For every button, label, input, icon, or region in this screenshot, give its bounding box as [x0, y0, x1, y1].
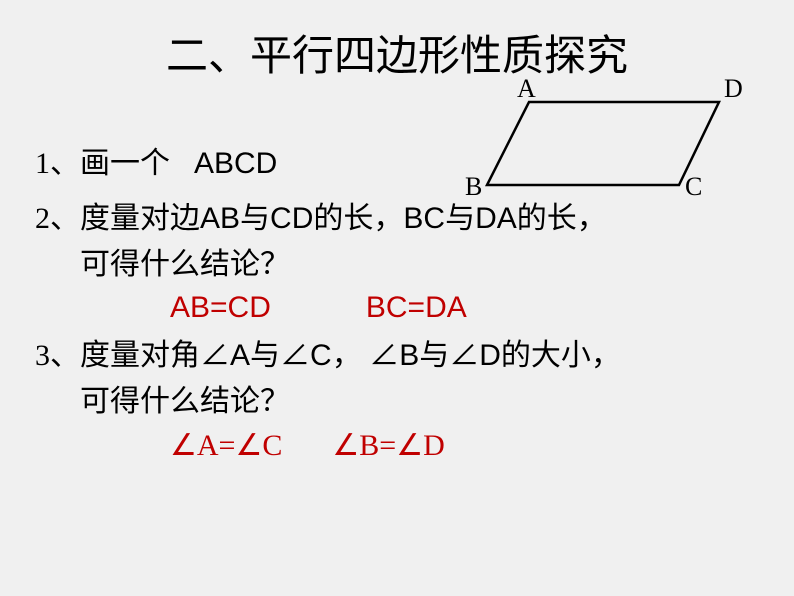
- item-3-line1: 3、度量对角∠A与∠C， ∠B与∠D的大小，: [35, 333, 759, 380]
- vertex-label-d: D: [724, 74, 743, 104]
- t2d: CD: [270, 202, 313, 235]
- t3e: ， ∠: [332, 339, 400, 372]
- vertex-label-a: A: [517, 74, 536, 104]
- t2e: 的长，: [313, 202, 403, 235]
- page-title: 二、平行四边形性质探究: [0, 0, 794, 83]
- t3f: B: [399, 339, 419, 372]
- t3g: 与∠: [419, 339, 479, 372]
- item-2-line2: 可得什么结论？: [80, 242, 759, 289]
- parallelogram-svg: [459, 80, 749, 220]
- item-1-abcd: ABCD: [194, 147, 277, 180]
- t3b: A: [230, 339, 250, 372]
- r2a: ∠A=∠C: [170, 429, 282, 462]
- t2a: 2、度量对边: [35, 202, 200, 235]
- t2c: 与: [240, 202, 270, 235]
- r1a: AB=CD: [170, 291, 271, 324]
- item-1-text: 1、画一个: [35, 147, 170, 180]
- t3h: D: [479, 339, 501, 372]
- t2b: AB: [200, 202, 240, 235]
- t3a: 3、度量对角∠: [35, 339, 230, 372]
- item-3-line2: 可得什么结论？: [80, 379, 759, 426]
- t3d: C: [310, 339, 332, 372]
- t3c: 与∠: [250, 339, 310, 372]
- parallelogram-diagram: A D B C: [459, 80, 749, 220]
- result-2: ∠A=∠C ∠B=∠D: [170, 428, 759, 463]
- result-1: AB=CD BC=DA: [170, 291, 759, 325]
- vertex-label-c: C: [685, 172, 702, 202]
- r1b: BC=DA: [366, 291, 467, 324]
- vertex-label-b: B: [465, 172, 482, 202]
- r2b: ∠B=∠D: [332, 429, 444, 462]
- t3i: 的大小，: [501, 339, 621, 372]
- t2f: BC: [403, 202, 445, 235]
